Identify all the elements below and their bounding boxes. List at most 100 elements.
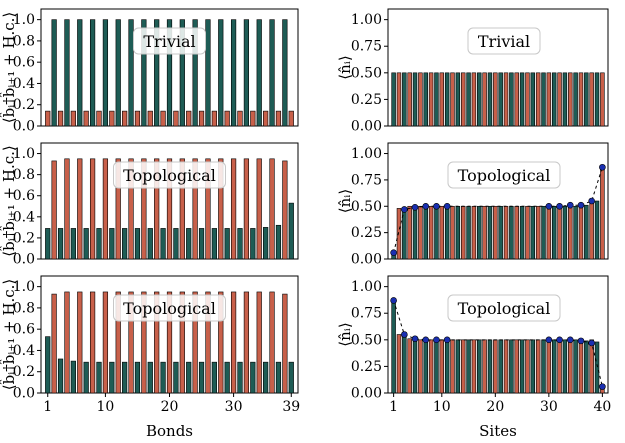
data-point bbox=[599, 163, 606, 171]
data-point bbox=[545, 202, 553, 210]
bar bbox=[115, 291, 121, 394]
bar bbox=[64, 291, 70, 394]
bar bbox=[466, 72, 471, 127]
y-tick-label: 0.6 bbox=[13, 322, 35, 338]
bar bbox=[64, 19, 70, 127]
annotation-box bbox=[447, 294, 561, 322]
y-tick-label: 0.0 bbox=[13, 252, 35, 268]
bar bbox=[551, 205, 557, 260]
bar bbox=[455, 72, 461, 127]
annotation-box bbox=[113, 161, 226, 189]
bar bbox=[423, 339, 428, 394]
bar bbox=[70, 110, 76, 127]
bar bbox=[256, 291, 262, 394]
panel-sites-1: 0.00 0.25 0.50 0.75 1.00 ⟨n̂ᵢ⟩ Topological bbox=[336, 142, 609, 268]
bar bbox=[198, 228, 205, 260]
bar bbox=[250, 361, 256, 394]
bar bbox=[128, 19, 134, 127]
bar bbox=[546, 339, 552, 394]
bar bbox=[589, 202, 594, 260]
bar bbox=[407, 205, 412, 260]
bar bbox=[57, 228, 64, 260]
bar bbox=[525, 205, 530, 260]
bar bbox=[487, 72, 493, 127]
bar bbox=[471, 72, 477, 127]
bar bbox=[70, 360, 76, 394]
data-point bbox=[443, 202, 451, 210]
bar bbox=[237, 228, 243, 260]
bar bbox=[205, 291, 211, 394]
y-axis-label: ⟨n̂ᵢ⟩ bbox=[336, 55, 354, 79]
bar bbox=[530, 205, 536, 260]
bar bbox=[412, 207, 418, 260]
data-point bbox=[390, 249, 397, 256]
bar bbox=[493, 72, 498, 127]
bar bbox=[141, 158, 147, 260]
bar bbox=[509, 205, 514, 260]
bar bbox=[198, 110, 205, 127]
y-tick-label: 0.75 bbox=[351, 39, 382, 55]
bar bbox=[444, 205, 450, 260]
bar bbox=[455, 339, 461, 394]
bar bbox=[102, 158, 109, 260]
bars bbox=[45, 19, 294, 127]
y-tick-label: 0.4 bbox=[13, 76, 35, 92]
bar bbox=[396, 334, 402, 394]
bar bbox=[407, 338, 412, 394]
bar bbox=[530, 72, 536, 127]
bar bbox=[218, 291, 224, 394]
bar bbox=[205, 158, 211, 260]
y-tick-label: 0.00 bbox=[351, 252, 382, 268]
bar bbox=[600, 166, 605, 260]
bar bbox=[562, 339, 568, 394]
bar bbox=[439, 72, 445, 127]
annotation-label: Topological bbox=[458, 166, 551, 185]
bar bbox=[535, 339, 541, 394]
panel-sites-0: 0.00 0.25 0.50 0.75 1.00 ⟨n̂ᵢ⟩ Trivial bbox=[336, 8, 609, 135]
bar bbox=[391, 300, 396, 394]
bar bbox=[64, 158, 70, 260]
y-tick-label: 1.0 bbox=[13, 146, 35, 162]
x-tick-label: 39 bbox=[282, 399, 300, 415]
bar bbox=[128, 158, 134, 260]
bar bbox=[134, 228, 141, 260]
bar bbox=[179, 291, 185, 394]
bar bbox=[128, 291, 134, 394]
bar bbox=[541, 72, 546, 127]
annotation-label: Topological bbox=[123, 299, 216, 318]
bar bbox=[525, 72, 530, 127]
bar bbox=[396, 208, 402, 260]
bar bbox=[573, 72, 578, 127]
data-point bbox=[401, 206, 408, 213]
data-point bbox=[433, 336, 440, 344]
bar bbox=[96, 228, 102, 260]
bar bbox=[557, 205, 562, 260]
bar bbox=[102, 19, 109, 127]
bar bbox=[402, 72, 407, 127]
bar bbox=[122, 361, 128, 394]
axes-frame bbox=[387, 142, 609, 260]
bar bbox=[487, 205, 493, 260]
annotation-box bbox=[113, 294, 226, 322]
bar bbox=[568, 72, 573, 127]
y-tick-label: 0.6 bbox=[13, 55, 35, 71]
bar bbox=[57, 358, 64, 394]
bar bbox=[514, 72, 519, 127]
bar bbox=[519, 72, 525, 127]
y-tick-label: 0.4 bbox=[13, 343, 35, 359]
x-tick-label: 30 bbox=[225, 399, 243, 415]
bar bbox=[275, 361, 282, 394]
bar bbox=[428, 72, 434, 127]
bar bbox=[482, 72, 487, 127]
bar bbox=[594, 341, 600, 394]
y-tick-label: 0.00 bbox=[351, 386, 382, 402]
y-tick-label: 0.25 bbox=[351, 225, 382, 241]
bar bbox=[269, 291, 275, 394]
bar bbox=[109, 228, 115, 260]
bar bbox=[503, 72, 509, 127]
bar bbox=[154, 19, 160, 127]
bar bbox=[205, 19, 211, 127]
x-tick-label: 10 bbox=[433, 399, 451, 415]
bar bbox=[498, 339, 503, 394]
bar bbox=[460, 339, 466, 394]
